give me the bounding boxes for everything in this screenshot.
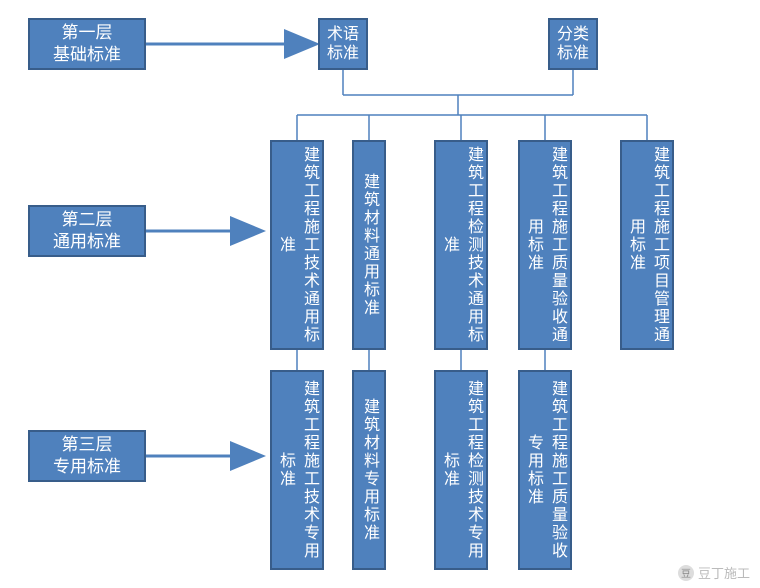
row3-col1-text: 建筑工程施工技术专用标准 <box>273 372 321 568</box>
watermark-icon: 豆 <box>678 565 694 581</box>
layer1-label: 第一层 基础标准 <box>28 18 146 70</box>
row3-col3-text: 建筑工程检测技术专用标准 <box>437 372 485 568</box>
row2-col2-text: 建筑材料通用标准 <box>357 173 381 317</box>
row2-col1: 建筑工程施工技术通用标准 <box>270 140 324 350</box>
row2-col4-text: 建筑工程施工质量验收通用标准 <box>521 142 569 348</box>
row3-col4: 建筑工程施工质量验收专用标准 <box>518 370 572 570</box>
row2-col1-text: 建筑工程施工技术通用标准 <box>273 142 321 348</box>
classify-text: 分类标准 <box>552 25 594 63</box>
row3-col2-text: 建筑材料专用标准 <box>357 398 381 542</box>
watermark: 豆 豆丁施工 <box>678 563 750 582</box>
term-text: 术语标准 <box>322 25 364 63</box>
row3-col1: 建筑工程施工技术专用标准 <box>270 370 324 570</box>
row2-col5: 建筑工程施工项目管理通用标准 <box>620 140 674 350</box>
row3-col2: 建筑材料专用标准 <box>352 370 386 570</box>
layer3-label: 第三层 专用标准 <box>28 430 146 482</box>
term-box: 术语标准 <box>318 18 368 70</box>
row2-col4: 建筑工程施工质量验收通用标准 <box>518 140 572 350</box>
row2-col3-text: 建筑工程检测技术通用标准 <box>437 142 485 348</box>
row3-col3: 建筑工程检测技术专用标准 <box>434 370 488 570</box>
row2-col2: 建筑材料通用标准 <box>352 140 386 350</box>
classify-box: 分类标准 <box>548 18 598 70</box>
row2-col5-text: 建筑工程施工项目管理通用标准 <box>623 142 671 348</box>
row2-col3: 建筑工程检测技术通用标准 <box>434 140 488 350</box>
watermark-text: 豆丁施工 <box>698 563 750 582</box>
layer2-label: 第二层 通用标准 <box>28 205 146 257</box>
row3-col4-text: 建筑工程施工质量验收专用标准 <box>521 372 569 568</box>
